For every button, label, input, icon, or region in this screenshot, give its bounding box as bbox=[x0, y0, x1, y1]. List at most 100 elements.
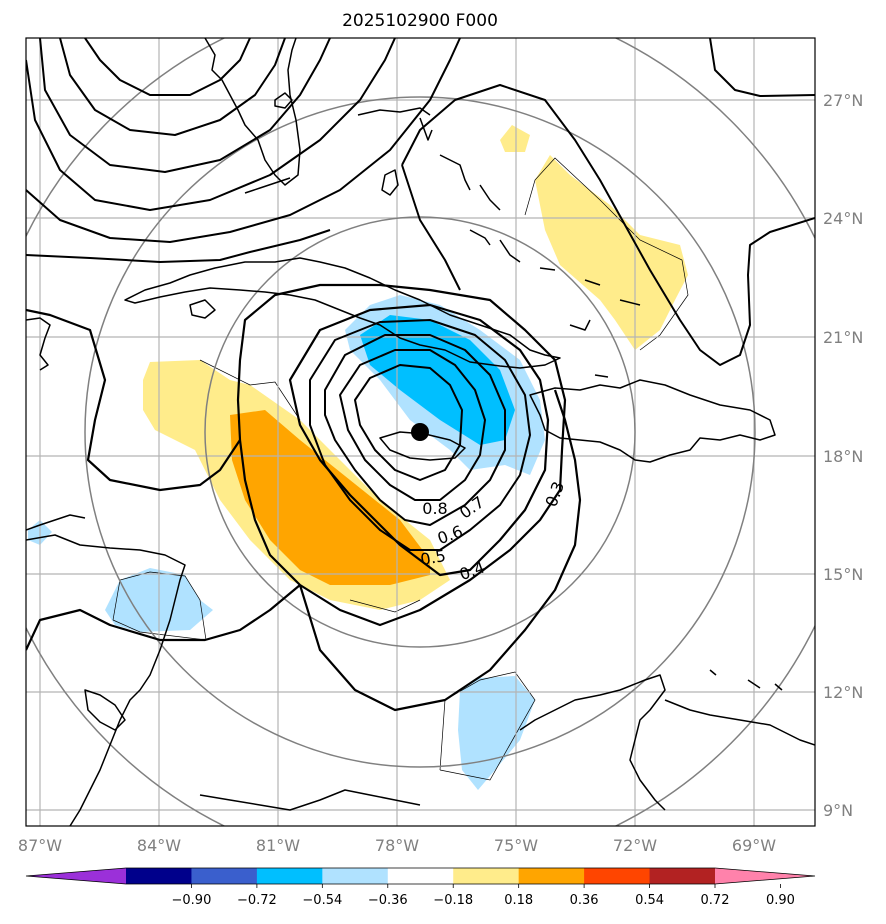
contour-0-8 bbox=[354, 364, 463, 481]
coast-colombia bbox=[519, 674, 666, 811]
map-area: 0.8 0.7 0.6 0.5 0.4 0.3 bbox=[26, 38, 815, 826]
coast-cuba bbox=[124, 257, 561, 369]
coast-bahamas-4 bbox=[439, 154, 471, 191]
contour-ne-1 bbox=[709, 38, 815, 97]
colorbar-tick-label: −0.36 bbox=[368, 893, 408, 908]
lat-label: 21°N bbox=[823, 328, 863, 347]
colorbar-segment bbox=[453, 868, 520, 884]
contour-west-2 bbox=[26, 584, 301, 651]
coast-bahamas-8 bbox=[539, 267, 556, 271]
contour-north-1 bbox=[84, 38, 251, 96]
shade-light-yellow-ne bbox=[535, 155, 688, 350]
lon-label: 84°W bbox=[137, 836, 181, 855]
coast-isla-juventud bbox=[189, 299, 216, 319]
coast-bahamas-2 bbox=[419, 117, 433, 141]
coast-bahamas-11 bbox=[569, 319, 591, 331]
coastlines bbox=[26, 38, 815, 826]
colorbar-segment bbox=[191, 868, 258, 884]
coast-panama bbox=[199, 789, 421, 811]
colorbar-segment bbox=[584, 868, 651, 884]
lat-label: 27°N bbox=[823, 91, 863, 110]
shade-light-blue-south bbox=[458, 676, 535, 790]
contour-label-0-5: 0.5 bbox=[419, 546, 447, 569]
contour-ne-2 bbox=[401, 84, 815, 366]
contour-label-0-3: 0.3 bbox=[542, 479, 569, 509]
shading-layer bbox=[28, 125, 688, 790]
contour-north-6 bbox=[26, 229, 331, 263]
coast-bahamas-10 bbox=[619, 299, 641, 306]
coast-aruba bbox=[709, 669, 717, 676]
contour-ne-3 bbox=[401, 164, 461, 291]
coast-curacao bbox=[747, 679, 761, 689]
shade-light-yellow-small bbox=[500, 125, 530, 152]
contour-0-4 bbox=[288, 303, 550, 577]
coast-venezuela bbox=[664, 699, 815, 746]
storm-center-marker bbox=[411, 423, 429, 441]
colorbar-tick-label: −0.90 bbox=[172, 893, 212, 908]
colorbar-tick-label: 0.36 bbox=[570, 893, 599, 908]
lon-label: 78°W bbox=[375, 836, 419, 855]
coast-bahamas-3 bbox=[381, 169, 399, 196]
map-frame bbox=[25, 37, 816, 827]
coast-central-america bbox=[26, 534, 186, 826]
lon-label: 69°W bbox=[732, 836, 776, 855]
coast-bonaire bbox=[774, 683, 783, 691]
contour-west-1 bbox=[26, 308, 241, 492]
coast-honduras-shore bbox=[26, 514, 86, 531]
map-title: 2025102900 F000 bbox=[342, 11, 498, 31]
contour-0-7 bbox=[339, 349, 486, 501]
lon-tick-labels: 87°W 84°W 81°W 78°W 75°W 72°W 69°W bbox=[18, 836, 776, 855]
coast-bahamas-6 bbox=[469, 229, 491, 246]
contour-north-3 bbox=[39, 38, 331, 173]
coast-bahamas-7 bbox=[499, 239, 521, 263]
colorbar-segment bbox=[256, 868, 323, 884]
colorbar-tick-label: −0.18 bbox=[433, 893, 473, 908]
contour-north-2 bbox=[59, 38, 286, 136]
colorbar-extend-min bbox=[26, 868, 126, 884]
lat-label: 18°N bbox=[823, 447, 863, 466]
contours bbox=[26, 38, 815, 712]
lat-label: 24°N bbox=[823, 209, 863, 228]
colorbar-segment bbox=[322, 868, 389, 884]
colorbar-tick-label: −0.54 bbox=[302, 893, 342, 908]
lat-label: 12°N bbox=[823, 683, 863, 702]
contour-0-6 bbox=[324, 334, 506, 526]
lat-label: 15°N bbox=[823, 565, 863, 584]
coast-nicaragua-lake bbox=[84, 689, 126, 731]
lon-label: 72°W bbox=[613, 836, 657, 855]
colorbar-tick-label: −0.72 bbox=[237, 893, 277, 908]
range-rings bbox=[26, 38, 815, 826]
shade-blue-center bbox=[360, 315, 515, 445]
colorbar-segment bbox=[518, 868, 585, 884]
contour-north-5 bbox=[26, 38, 461, 243]
contour-0-5 bbox=[309, 319, 531, 551]
coast-bahamas-9 bbox=[584, 279, 601, 286]
lon-label: 87°W bbox=[18, 836, 62, 855]
contour-label-0-8: 0.8 bbox=[422, 499, 447, 518]
lat-label: 9°N bbox=[823, 801, 853, 820]
coast-yucatan bbox=[26, 317, 51, 371]
contour-label-0-6: 0.6 bbox=[435, 522, 465, 549]
colorbar-tick-label: 0.90 bbox=[766, 893, 795, 908]
coast-lake-okeechobee bbox=[274, 92, 293, 109]
lon-label: 75°W bbox=[494, 836, 538, 855]
contour-south-1 bbox=[298, 389, 582, 712]
coast-hispaniola bbox=[529, 379, 776, 463]
colorbar-segment bbox=[126, 868, 192, 884]
contour-label-0-4: 0.4 bbox=[457, 558, 487, 585]
coast-bahamas-5 bbox=[479, 184, 501, 211]
contour-north-4 bbox=[26, 38, 396, 211]
colorbar-segment bbox=[387, 868, 454, 884]
shade-orange-west bbox=[230, 410, 430, 585]
coast-bahamas-1 bbox=[357, 107, 431, 116]
colorbar-tick-label: 0.72 bbox=[701, 893, 730, 908]
colorbar-tick-label: 0.18 bbox=[504, 893, 533, 908]
colorbar: −0.90 −0.72 −0.54 −0.36 −0.18 0.18 0.36 0.54 0.7… bbox=[25, 867, 816, 908]
coast-florida-keys bbox=[244, 177, 291, 194]
contour-0-3 bbox=[236, 283, 567, 627]
lon-label: 81°W bbox=[256, 836, 300, 855]
colorbar-segment bbox=[649, 868, 716, 884]
coast-tortuga bbox=[594, 374, 609, 378]
colorbar-outline bbox=[25, 867, 816, 885]
lat-tick-labels: 27°N 24°N 21°N 18°N 15°N 12°N 9°N bbox=[823, 91, 863, 820]
